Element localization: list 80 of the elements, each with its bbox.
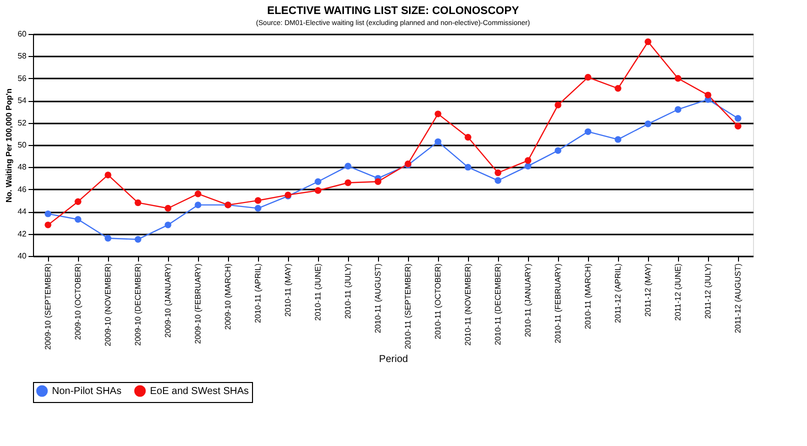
- x-tick-label: 2011-12 (JULY): [704, 263, 712, 319]
- point: [524, 162, 532, 170]
- x-tick-label: 2010-11 (MARCH): [584, 263, 592, 330]
- point: [194, 202, 202, 208]
- point: [554, 147, 562, 154]
- point: [464, 164, 472, 171]
- point: [734, 122, 742, 130]
- point: [434, 110, 442, 118]
- x-tick-label: 2009-10 (DECEMBER): [134, 263, 142, 346]
- y-tick-label: 56: [18, 74, 28, 83]
- x-tick-label: 2009-10 (MARCH): [224, 263, 232, 330]
- point: [134, 236, 142, 243]
- point: [104, 172, 112, 178]
- x-tick-label: 2010-11 (OCTOBER): [434, 263, 442, 340]
- point: [584, 74, 592, 81]
- point: [644, 120, 652, 128]
- point: [374, 178, 382, 185]
- point: [674, 75, 682, 82]
- point: [554, 102, 562, 108]
- point: [524, 157, 532, 164]
- x-tick-label: 2010-11 (JUNE): [314, 263, 322, 321]
- x-tick-label: 2009-10 (NOVEMBER): [104, 263, 112, 346]
- x-tick-label: 2011-12 (AUGUST): [734, 263, 742, 334]
- x-tick-label: 2011-12 (APRIL): [614, 263, 622, 323]
- point: [44, 222, 52, 228]
- x-tick-label: 2010-11 (DECEMBER): [494, 263, 502, 346]
- point: [164, 222, 172, 228]
- point: [494, 169, 502, 176]
- point: [344, 162, 352, 170]
- point: [104, 234, 112, 242]
- point: [74, 198, 82, 205]
- point: [614, 136, 622, 143]
- point: [674, 106, 682, 113]
- point: [464, 134, 472, 141]
- point: [344, 179, 352, 186]
- point: [194, 190, 202, 198]
- point: [254, 197, 262, 204]
- chart-title: ELECTIVE WAITING LIST SIZE: COLONOSCOPY: [267, 5, 520, 17]
- point: [704, 92, 712, 98]
- legend-label: EoE and SWest SHAs: [150, 386, 249, 397]
- y-tick-label: 44: [18, 207, 28, 216]
- x-tick-label: 2009-10 (SEPTEMBER): [44, 263, 52, 350]
- y-tick-label: 52: [18, 118, 28, 128]
- x-tick-label: 2011-12 (MAY): [644, 263, 652, 317]
- x-tick-label: 2009-10 (FEBRUARY): [194, 263, 202, 344]
- point: [314, 178, 322, 185]
- x-axis-title: Period: [379, 354, 408, 365]
- x-tick-label: 2010-11 (JULY): [344, 263, 352, 319]
- x-tick-label: 2010-11 (MAY): [284, 263, 292, 317]
- x-tick-label: 2010-11 (AUGUST): [374, 263, 382, 334]
- point: [434, 138, 442, 146]
- x-tick-label: 2011-12 (JUNE): [674, 263, 682, 321]
- y-tick-label: 48: [18, 162, 28, 172]
- point: [734, 115, 742, 122]
- y-tick-label: 50: [18, 140, 28, 150]
- y-axis-title: No. Waiting Per 100,000 Pop'n: [4, 88, 14, 203]
- y-tick-label: 60: [18, 30, 28, 38]
- point: [74, 216, 82, 223]
- point: [644, 38, 652, 46]
- y-tick-label: 46: [18, 184, 28, 194]
- point: [314, 187, 322, 194]
- x-tick-label: 2009-10 (OCTOBER): [74, 263, 82, 340]
- x-tick-label: 2010-11 (JANUARY): [524, 263, 532, 338]
- x-tick-label: 2010-11 (NOVEMBER): [464, 263, 472, 346]
- x-tick-label: 2010-11 (APRIL): [254, 263, 262, 323]
- x-tick-label: 2010-11 (SEPTEMBER): [404, 263, 412, 350]
- y-tick-label: 42: [18, 229, 28, 238]
- x-tick-label: 2010-11 (FEBRUARY): [554, 263, 562, 344]
- y-tick-label: 40: [18, 252, 28, 260]
- point: [584, 128, 592, 136]
- point: [134, 199, 142, 206]
- y-tick-label: 58: [18, 52, 28, 61]
- y-tick-label: 54: [18, 96, 28, 106]
- point: [494, 177, 502, 184]
- legend-label: Non-Pilot SHAs: [52, 386, 122, 397]
- x-tick-label: 2009-10 (JANUARY): [164, 263, 172, 338]
- point: [614, 85, 622, 92]
- point: [44, 210, 52, 218]
- point: [164, 204, 172, 212]
- point: [254, 204, 262, 212]
